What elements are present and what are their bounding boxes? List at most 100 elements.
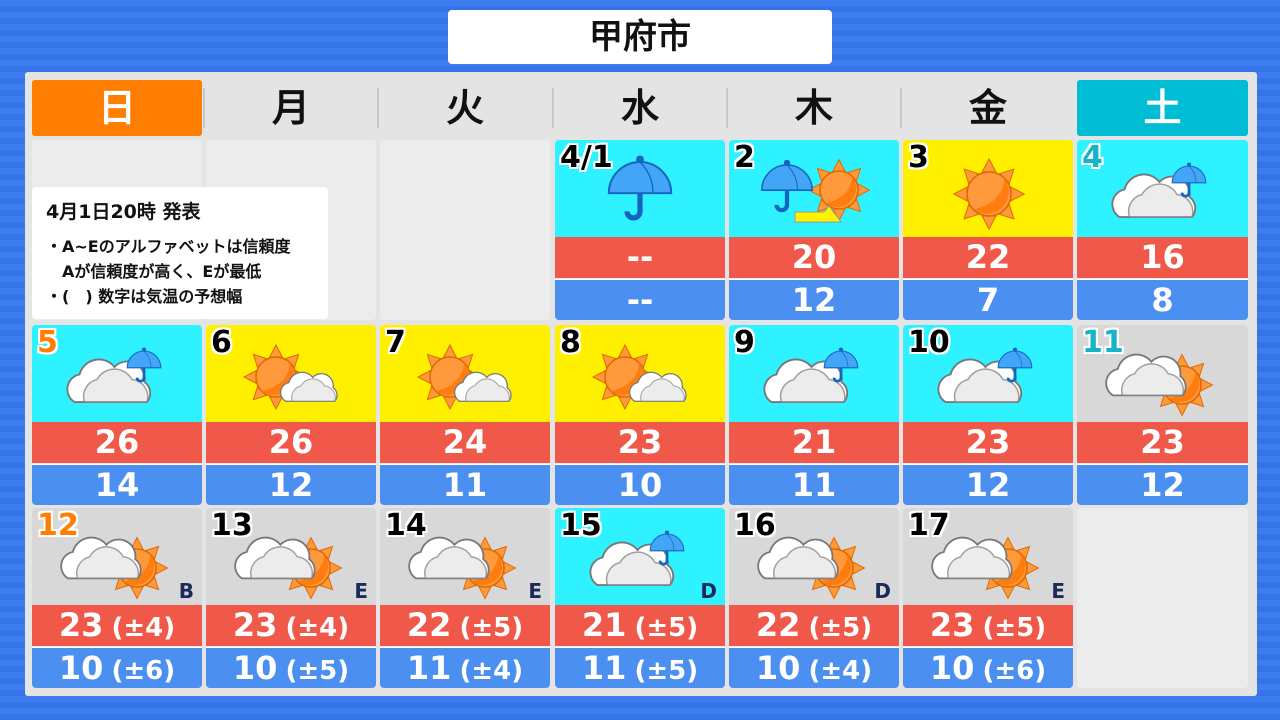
weather-icon-area: 13 E (206, 508, 376, 605)
high-temp: 20 (729, 237, 899, 278)
weather-icon-cloud-sun (60, 536, 169, 600)
weather-icon-cloud-rain (66, 347, 162, 403)
low-temp-value: 14 (94, 466, 140, 504)
high-temp-value: 22 (755, 606, 801, 644)
weather-icon-area: 16 D (729, 508, 899, 605)
high-temp-value: 16 (1140, 238, 1185, 276)
weather-icon-sun-cloud (591, 343, 687, 411)
date-label: 6 (211, 325, 232, 360)
low-temp-range: (±4) (808, 656, 873, 686)
cloud-icon (408, 536, 490, 580)
low-temp-value: 10 (617, 466, 663, 504)
high-temp: 21 (729, 422, 899, 463)
divider (726, 88, 728, 128)
reliability-grade: B (178, 579, 194, 603)
low-temp-range: (±4) (459, 656, 524, 686)
note-line: ・A~Eのアルファベットは信頼度 (46, 237, 291, 256)
umbrella-icon (997, 347, 1033, 383)
date-label: 9 (734, 325, 755, 360)
divider (203, 88, 205, 128)
date-label: 15 (560, 508, 602, 543)
date-label: 4/1 (560, 140, 613, 175)
low-temp-value: 11 (581, 649, 627, 687)
forecast-day-cell: 14 E 22 (±5) 11 (±4) (380, 508, 550, 688)
low-temp-value: 12 (1140, 466, 1185, 504)
weather-icon-cloud-sun (931, 536, 1040, 600)
high-temp: 23 (1077, 422, 1248, 463)
weather-icon-area: 7 (380, 325, 550, 422)
forecast-day-cell: 12 B 23 (±4) 10 (±6) (32, 508, 202, 688)
cloud-icon (454, 371, 512, 402)
date-label: 2 (734, 140, 755, 175)
high-temp-value: 23 (929, 606, 975, 644)
cloud-icon (757, 536, 839, 580)
weather-icon-sun-cloud (416, 343, 512, 411)
umbrella-icon (126, 347, 162, 383)
weather-icon-rain-then-sun (761, 158, 871, 223)
weather-icon-area: 14 E (380, 508, 550, 605)
high-temp-value: 22 (965, 238, 1011, 276)
weather-icon-area: 8 (555, 325, 725, 422)
high-temp: 22 (903, 237, 1073, 278)
low-temp: 12 (729, 279, 899, 320)
forecast-day-cell: 16 D 22 (±5) 10 (±4) (729, 508, 899, 688)
weekday-saturday: 土 (1077, 80, 1248, 136)
high-temp: 22 (±5) (729, 605, 899, 646)
low-temp: 10 (555, 464, 725, 505)
date-label: 3 (908, 140, 929, 175)
low-temp: 10 (±6) (903, 647, 1073, 688)
high-temp-value: 23 (232, 606, 278, 644)
cloud-icon (1105, 353, 1187, 397)
forecast-day-cell: 5 26 14 (32, 325, 202, 505)
cloud-icon (931, 536, 1013, 580)
weather-icon-cloud-sun (234, 536, 343, 600)
low-temp-range: (±5) (285, 656, 350, 686)
empty-cell (1077, 508, 1248, 688)
high-temp: 24 (380, 422, 550, 463)
forecast-day-cell: 11 23 12 (1077, 325, 1248, 505)
umbrella-icon (649, 530, 685, 566)
low-temp-value: 12 (268, 466, 314, 504)
cloud-icon (629, 371, 687, 402)
weather-icon-sun (952, 157, 1026, 231)
reliability-grade: E (528, 579, 542, 603)
low-temp: 12 (903, 464, 1073, 505)
weather-icon-area: 17 E (903, 508, 1073, 605)
weather-icon-area: 9 (729, 325, 899, 422)
weather-icon-area: 6 (206, 325, 376, 422)
cloud-icon (234, 536, 316, 580)
weather-icon-sun-cloud (242, 343, 338, 411)
forecast-day-cell: 7 24 11 (380, 325, 550, 505)
high-temp: 23 (555, 422, 725, 463)
high-temp-range: (±4) (285, 613, 350, 643)
low-temp-value: 12 (791, 281, 837, 319)
weather-icon-rain (607, 155, 673, 221)
date-label: 12 (37, 508, 79, 543)
low-temp: 10 (±5) (206, 647, 376, 688)
forecast-day-cell: 6 26 12 (206, 325, 376, 505)
low-temp: 8 (1077, 279, 1248, 320)
umbrella-icon (823, 347, 859, 383)
high-temp-value: 23 (58, 606, 104, 644)
low-temp-value: 8 (1151, 281, 1174, 319)
low-temp: 14 (32, 464, 202, 505)
divider (552, 88, 554, 128)
low-temp: 7 (903, 279, 1073, 320)
date-label: 5 (37, 325, 58, 360)
sun-icon (952, 157, 1026, 231)
low-temp: 11 (±4) (380, 647, 550, 688)
high-temp-value: 21 (791, 423, 837, 461)
high-temp-range: (±4) (111, 613, 176, 643)
weather-icon-cloud-sun (1105, 353, 1214, 417)
high-temp: 23 (±4) (32, 605, 202, 646)
high-temp-value: 20 (791, 238, 837, 276)
weather-icon-area: 5 (32, 325, 202, 422)
weather-icon-area: 2 (729, 140, 899, 237)
low-temp-value: 10 (58, 649, 104, 687)
cloud-icon (1111, 173, 1197, 218)
weather-icon-area: 12 B (32, 508, 202, 605)
forecast-day-cell: 4/1 -- -- (555, 140, 725, 320)
date-label: 7 (385, 325, 406, 360)
note-line: Aが信頼度が高く、Eが最低 (46, 262, 262, 281)
high-temp-value: 22 (406, 606, 452, 644)
